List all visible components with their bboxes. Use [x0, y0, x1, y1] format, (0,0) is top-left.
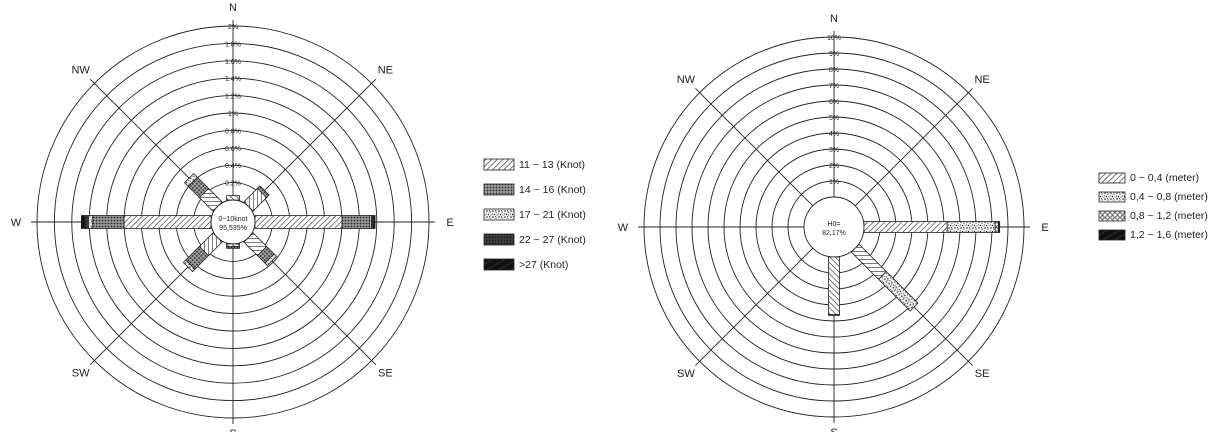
direction-label-s: S	[830, 427, 837, 432]
legend-label: 0 ~ 0,4 (meter)	[1130, 172, 1199, 184]
direction-label-nw: NW	[677, 74, 696, 86]
bar-segment-w-5	[80, 215, 86, 229]
bar-segment-e-4	[997, 221, 1001, 233]
legend-label: >27 (Knot)	[519, 259, 568, 271]
bar-segment-w-4	[84, 215, 89, 229]
direction-label-n: N	[830, 13, 838, 25]
bar-segment-e-2	[341, 215, 371, 229]
radial-tick-label: 10%	[827, 35, 841, 42]
legend-label: 0,8 ~ 1,2 (meter)	[1130, 210, 1208, 222]
bar-segment-n-1	[226, 195, 240, 201]
radial-tick-label: 2%	[829, 163, 839, 170]
radial-tick-label: 4%	[829, 131, 839, 138]
spoke-ne	[854, 88, 973, 207]
spoke-sw	[695, 247, 814, 366]
legend-swatch	[483, 258, 515, 271]
wave-rose-chart: N NE E SE S SW W NW 1% 2% 3% 4% 5% 6% 7% 8% 9% 10% H0= 82,1…	[618, 13, 1049, 437]
bar-segment-s-1	[828, 256, 840, 315]
bar-segment-ne-2	[256, 185, 270, 199]
bar-segment-e-1	[863, 221, 948, 233]
direction-label-ne: NE	[974, 74, 989, 86]
calm-label: 0~10knot	[219, 216, 248, 223]
radial-tick-label: 0.4%	[225, 163, 241, 170]
direction-label-w: W	[618, 222, 629, 234]
bar-segment-e-3	[994, 221, 999, 233]
bar-segment-w-2	[92, 215, 125, 229]
legend-swatch	[483, 158, 515, 171]
spoke-ne	[248, 78, 377, 207]
legend-label: 1,2 ~ 1,6 (meter)	[1130, 229, 1208, 241]
legend-swatch	[483, 183, 515, 196]
radial-tick-label: 1.8%	[225, 41, 241, 48]
calm-value: 95,535%	[219, 225, 247, 232]
direction-label-sw: SW	[72, 367, 90, 379]
radial-tick-label: 0.8%	[225, 128, 241, 135]
bar-segment-se-2	[877, 270, 919, 312]
legend-swatch	[483, 233, 515, 246]
direction-label-n: N	[229, 2, 237, 14]
legend-swatch	[483, 208, 515, 221]
spoke-nw	[695, 88, 814, 207]
direction-label-se: SE	[378, 367, 393, 379]
radial-tick-label: 1.6%	[225, 59, 241, 66]
radial-tick-label: 8%	[829, 67, 839, 74]
bar-segment-e-2	[946, 221, 996, 233]
legend-label: 11 ~ 13 (Knot)	[519, 159, 585, 171]
legend-label: 0,4 ~ 0,8 (meter)	[1130, 191, 1208, 203]
direction-label-ne: NE	[378, 65, 393, 77]
wind-rose-legend: 11 ~ 13 (Knot) 14 ~ 16 (Knot) 17 ~ 21 (Kno…	[483, 158, 586, 271]
calm-label: H0=	[827, 221, 840, 228]
legend-swatch	[1098, 210, 1126, 222]
legend-swatch	[1098, 172, 1126, 184]
direction-label-nw: NW	[71, 65, 90, 77]
radial-tick-label: 0.6%	[225, 146, 241, 153]
wave-rose-legend: 0 ~ 0,4 (meter) 0,4 ~ 0,8 (meter) 0,8 ~ 1,…	[1098, 172, 1208, 241]
bar-segment-w-1	[123, 215, 212, 229]
direction-label-w: W	[11, 217, 22, 229]
direction-label-s: S	[229, 428, 236, 432]
radial-tick-label: 6%	[829, 99, 839, 106]
radial-tick-label: 3%	[829, 147, 839, 154]
bar-segment-se-3	[264, 253, 278, 267]
direction-label-se: SE	[975, 368, 990, 380]
radial-tick-label: 1%	[228, 111, 238, 118]
direction-label-sw: SW	[677, 368, 695, 380]
bar-segment-nw-3	[183, 172, 198, 187]
radial-tick-label: 1.2%	[225, 94, 241, 101]
direction-label-e: E	[446, 217, 453, 229]
bar-segment-w-3	[87, 215, 94, 229]
calm-value: 82,17%	[822, 230, 846, 237]
radial-tick-label: 2%	[228, 24, 238, 31]
bar-segment-s-2	[828, 314, 840, 316]
wind-rose-chart: N NE E SE S SW W NW 0.2% 0.4% 0.6% 0.8% 1% 1.2% 1.4% 1.…	[11, 2, 454, 437]
legend-label: 22 ~ 27 (Knot)	[519, 234, 586, 246]
direction-label-e: E	[1041, 222, 1048, 234]
radial-tick-label: 9%	[829, 51, 839, 58]
legend-label: 14 ~ 16 (Knot)	[519, 184, 586, 196]
radial-tick-label: 0.2%	[225, 181, 241, 188]
bar-segment-se-1	[850, 243, 887, 280]
bar-segment-e-5	[372, 215, 376, 229]
radial-tick-label: 5%	[829, 115, 839, 122]
bar-segment-sw-3	[182, 259, 196, 273]
radial-tick-label: 1%	[829, 179, 839, 186]
radial-tick-label: 7%	[829, 83, 839, 90]
bar-segment-s-2	[226, 246, 240, 249]
radial-tick-label: 1.4%	[225, 76, 241, 83]
bar-segment-e-1	[254, 215, 343, 229]
legend-swatch	[1098, 229, 1126, 241]
legend-label: 17 ~ 21 (Knot)	[519, 209, 586, 221]
legend-swatch	[1098, 191, 1126, 203]
